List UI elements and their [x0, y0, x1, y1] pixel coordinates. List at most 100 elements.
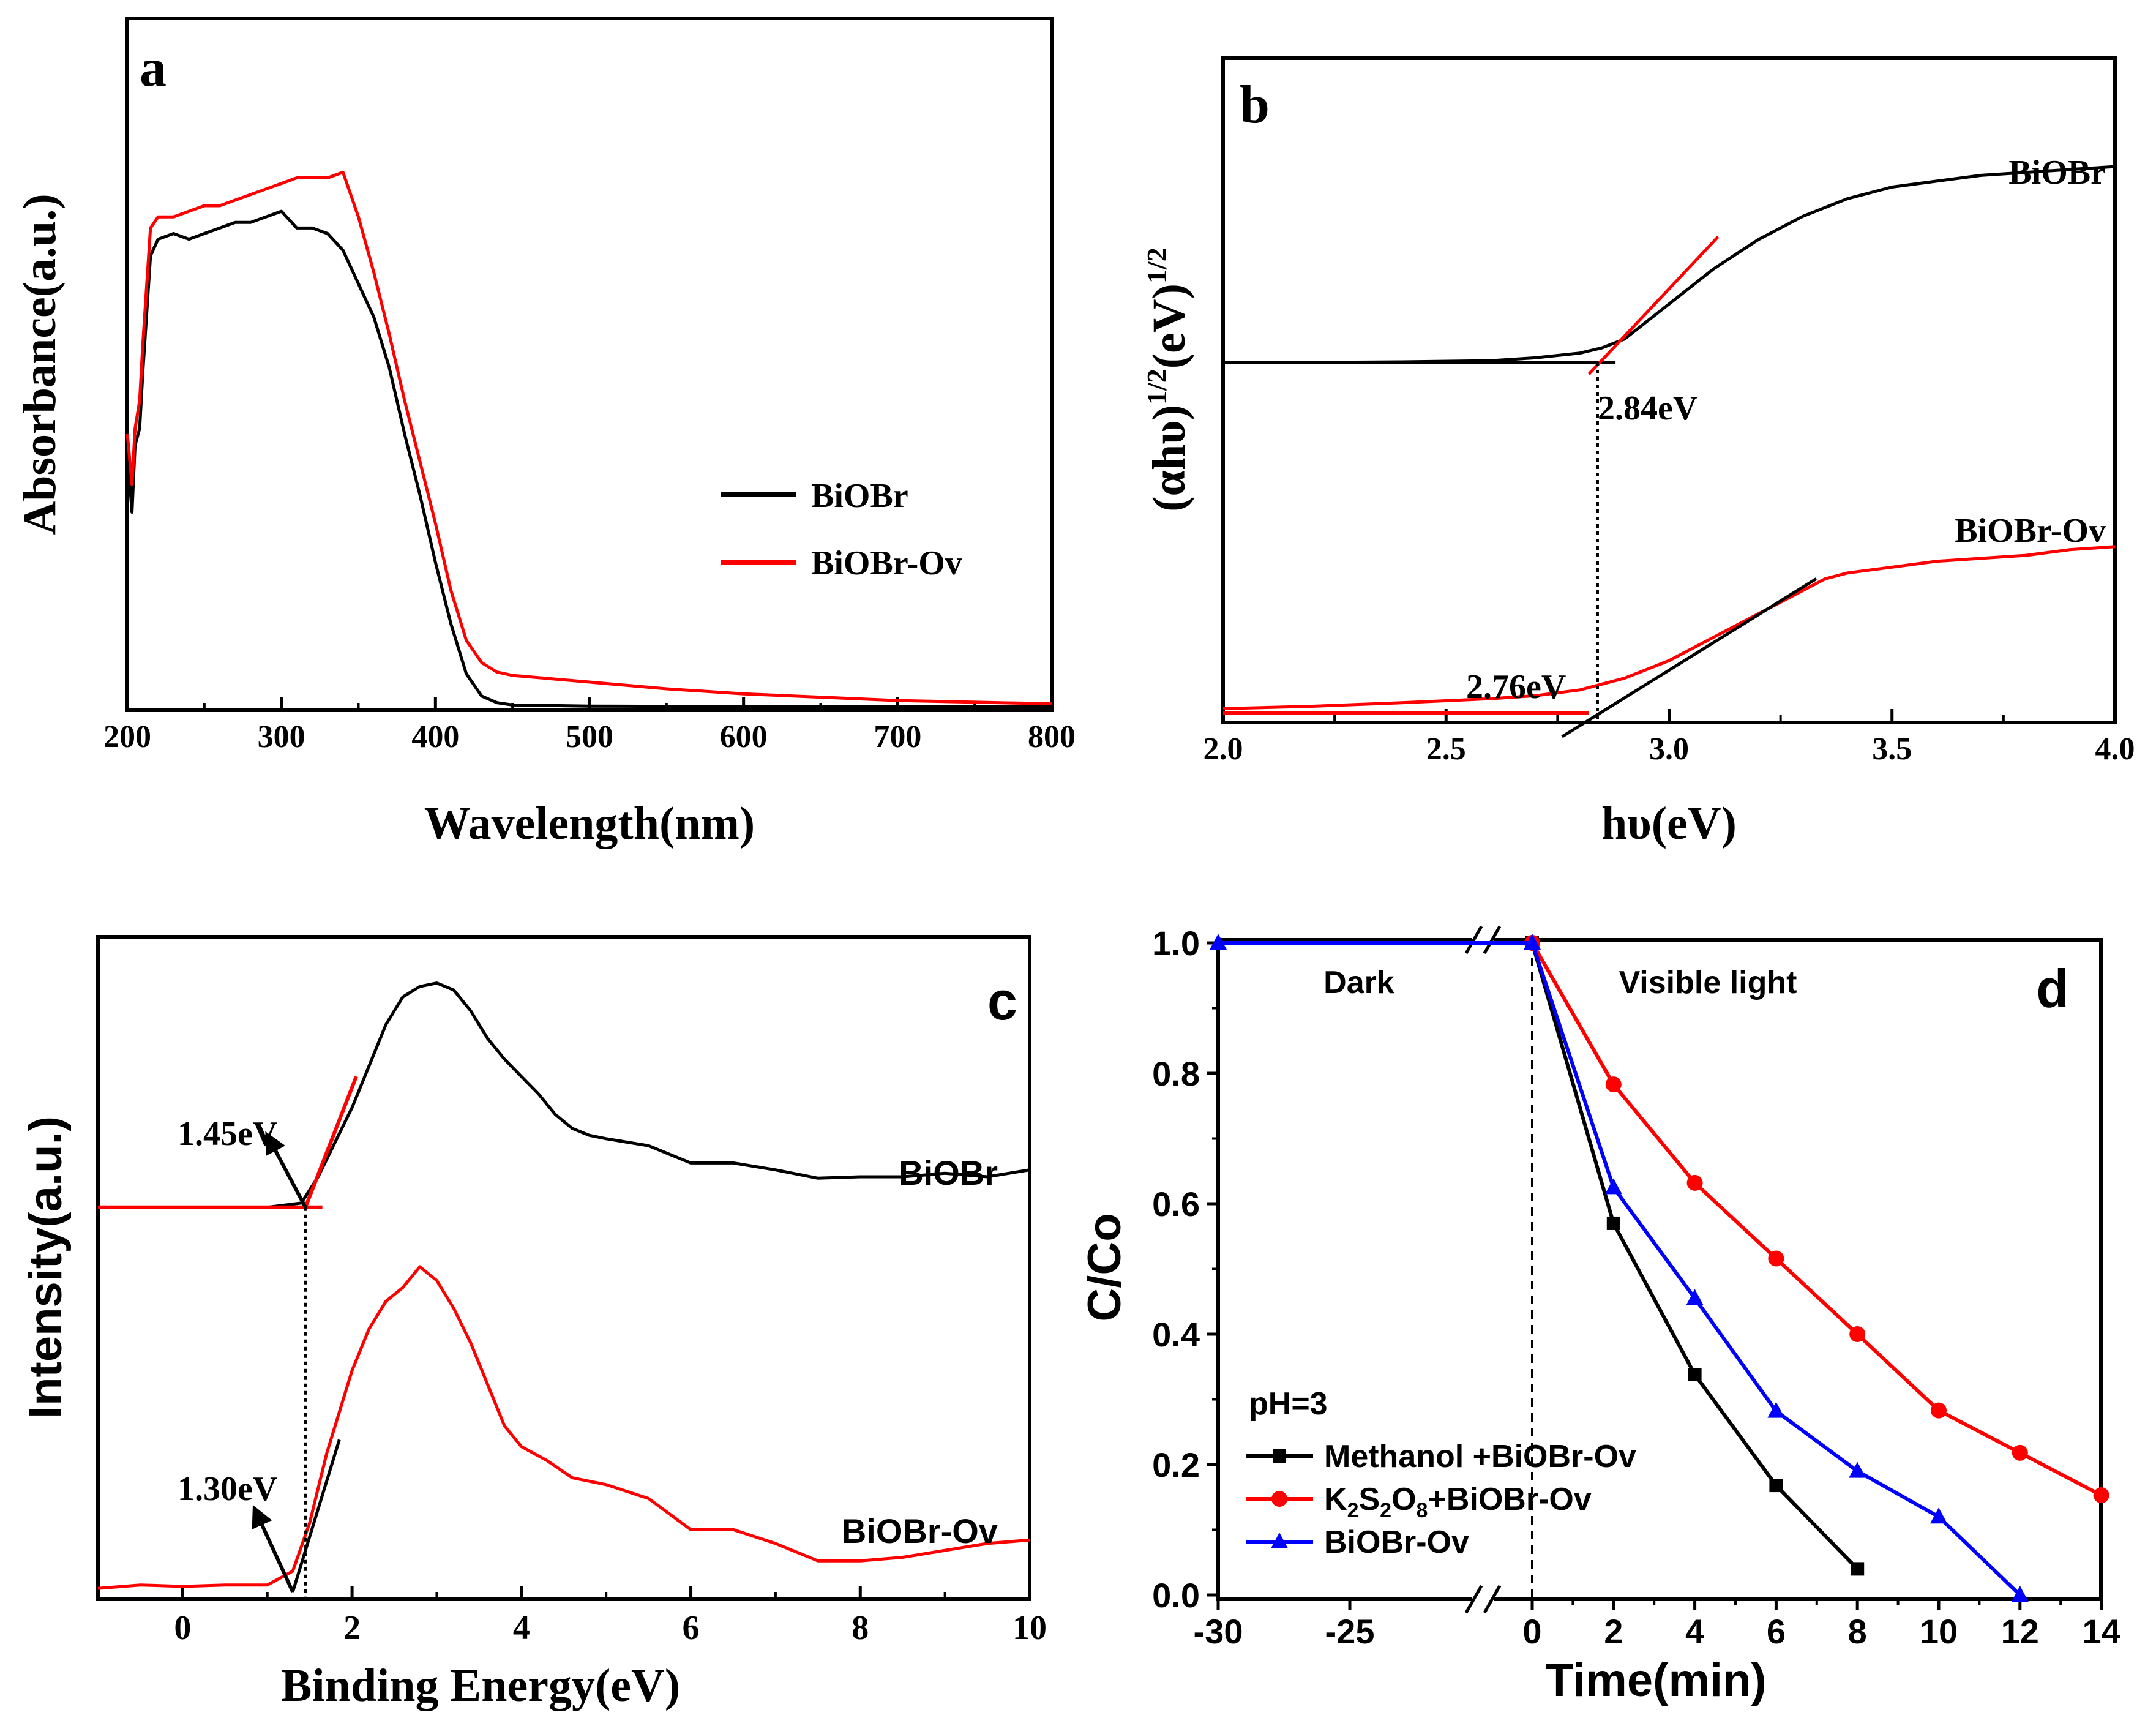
series-label-biobr: BiOBr — [899, 1154, 998, 1192]
panel-label-a: a — [140, 39, 167, 98]
legend-label-part: +BiOBr-Ov — [1428, 1482, 1591, 1517]
x-tick-label: 6 — [683, 1609, 700, 1647]
x-tick-label: 3.0 — [1649, 732, 1689, 767]
legend-label: BiOBr-Ov — [1324, 1525, 1469, 1560]
axis-break-mark — [1483, 1585, 1502, 1614]
x-axis-label: Binding Energy(eV) — [281, 1660, 680, 1711]
x-axis-label: Time(min) — [1545, 1654, 1767, 1706]
axis-break-mark — [1464, 1585, 1483, 1614]
x-tick-label: 10 — [1920, 1612, 1958, 1651]
marker-circle — [1686, 1174, 1703, 1191]
series-label-biobr-ov: BiOBr-Ov — [842, 1512, 998, 1550]
y-axis-label: C/Co — [1079, 1213, 1131, 1321]
y-axis-label: Absorbance(a.u.) — [14, 193, 66, 535]
x-tick-label: 4.0 — [2095, 732, 2135, 767]
y-axis-label-part: (αhυ) — [1144, 405, 1195, 512]
series-line-biobr-ov — [125, 170, 1052, 705]
x-tick-label: -25 — [1325, 1612, 1375, 1651]
x-tick-label: 2 — [1604, 1612, 1623, 1651]
marker-circle — [2093, 1487, 2109, 1504]
tangent-biobr — [1587, 235, 1720, 375]
marker-triangle — [1524, 934, 1541, 950]
series-line-triangle — [1218, 941, 2021, 1597]
legend-marker-circle — [1271, 1491, 1287, 1507]
x-tick-label: 2.5 — [1426, 732, 1466, 767]
x-tick-label: 6 — [1767, 1612, 1786, 1651]
legend-marker-square — [1273, 1449, 1286, 1463]
series-line-biobr — [267, 981, 1030, 1209]
marker-circle — [1605, 1076, 1622, 1093]
x-tick-label: 4 — [1685, 1612, 1704, 1651]
x-tick-label: 500 — [566, 719, 613, 754]
axis-break-mark — [1483, 925, 1502, 955]
marker-triangle — [2011, 1586, 2029, 1602]
x-tick-label: 4 — [513, 1609, 530, 1647]
marker-circle — [2012, 1444, 2028, 1461]
x-tick-label: 3.5 — [1872, 732, 1912, 767]
y-tick-label: 0.4 — [1152, 1315, 1200, 1354]
legend-label-part: O — [1391, 1482, 1416, 1517]
series-line-biobr-ov — [97, 1265, 1030, 1590]
marker-circle — [1768, 1250, 1784, 1267]
x-axis-label: hυ(eV) — [1601, 798, 1737, 849]
panel-label-d: d — [2036, 958, 2069, 1019]
y-tick-label: 0.0 — [1152, 1576, 1200, 1615]
legend-marker-triangle — [1271, 1533, 1288, 1548]
marker-square — [1688, 1368, 1702, 1382]
y-axis-label-part: 1/2 — [1141, 369, 1172, 405]
x-tick-label: 0 — [174, 1609, 191, 1647]
panel-label-c: c — [987, 970, 1017, 1031]
marker-square — [1769, 1479, 1783, 1493]
legend-label-part: 2 — [1347, 1499, 1359, 1522]
x-tick-label: 8 — [852, 1609, 869, 1647]
marker-triangle — [1686, 1289, 1704, 1305]
legend-label: BiOBr-Ov — [811, 544, 962, 582]
panel-a-frame — [125, 17, 1054, 712]
axis-break-mark — [1464, 925, 1483, 955]
y-axis-label: (αhυ)1/2(eV)1/2 — [1141, 247, 1195, 512]
y-tick-label: 0.6 — [1152, 1185, 1200, 1223]
annotation-2.76: 2.76eV — [1466, 668, 1566, 706]
annotation-1.45: 1.45eV — [178, 1115, 277, 1153]
series-label-biobr-ov: BiOBr-Ov — [1955, 512, 2106, 550]
series-line-biobr — [125, 209, 1052, 708]
x-tick-label: 2.0 — [1203, 732, 1243, 767]
legend-label-part: 8 — [1417, 1499, 1428, 1522]
legend-label-part: K — [1324, 1482, 1347, 1517]
region-label-visible: Visible light — [1619, 965, 1797, 1000]
marker-triangle — [1849, 1461, 1866, 1478]
legend-label-part: 2 — [1380, 1499, 1391, 1522]
marker-square — [1606, 1216, 1620, 1230]
x-tick-label: 8 — [1848, 1612, 1867, 1651]
panel-label-b: b — [1240, 75, 1270, 135]
x-tick-label: 12 — [2001, 1612, 2039, 1651]
arrow-1.30 — [252, 1504, 294, 1593]
marker-square — [1851, 1562, 1865, 1576]
x-tick-label: -30 — [1194, 1612, 1243, 1651]
y-tick-label: 0.8 — [1152, 1054, 1200, 1093]
legend-label-part: S — [1358, 1482, 1380, 1517]
x-tick-label: 10 — [1012, 1609, 1047, 1647]
x-tick-label: 700 — [874, 719, 921, 754]
legend-label: BiOBr — [811, 477, 908, 515]
marker-triangle — [1210, 934, 1227, 950]
condition-label: pH=3 — [1249, 1386, 1328, 1422]
y-axis-label-part: 1/2 — [1141, 247, 1172, 283]
x-tick-label: 2 — [343, 1609, 361, 1647]
annotation-1.30: 1.30eV — [178, 1470, 277, 1508]
region-label-dark: Dark — [1323, 965, 1394, 1000]
tangent-biobr — [304, 1076, 358, 1208]
legend-label: Methanol +BiOBr-Ov — [1324, 1439, 1636, 1474]
x-tick-label: 800 — [1028, 719, 1076, 754]
x-axis-label: Wavelength(nm) — [424, 798, 755, 849]
x-tick-label: 200 — [103, 719, 151, 754]
x-tick-label: 300 — [258, 719, 305, 754]
x-tick-label: 600 — [720, 719, 768, 754]
y-axis-label: Intensity(a.u.) — [20, 1116, 72, 1419]
tangent-biobr-ov — [291, 1439, 341, 1593]
series-line-biobr-ov — [1222, 545, 2116, 710]
series-line-biobr — [1223, 165, 2116, 364]
series-label-biobr: BiOBr — [2008, 154, 2106, 192]
x-tick-label: 14 — [2082, 1612, 2120, 1651]
